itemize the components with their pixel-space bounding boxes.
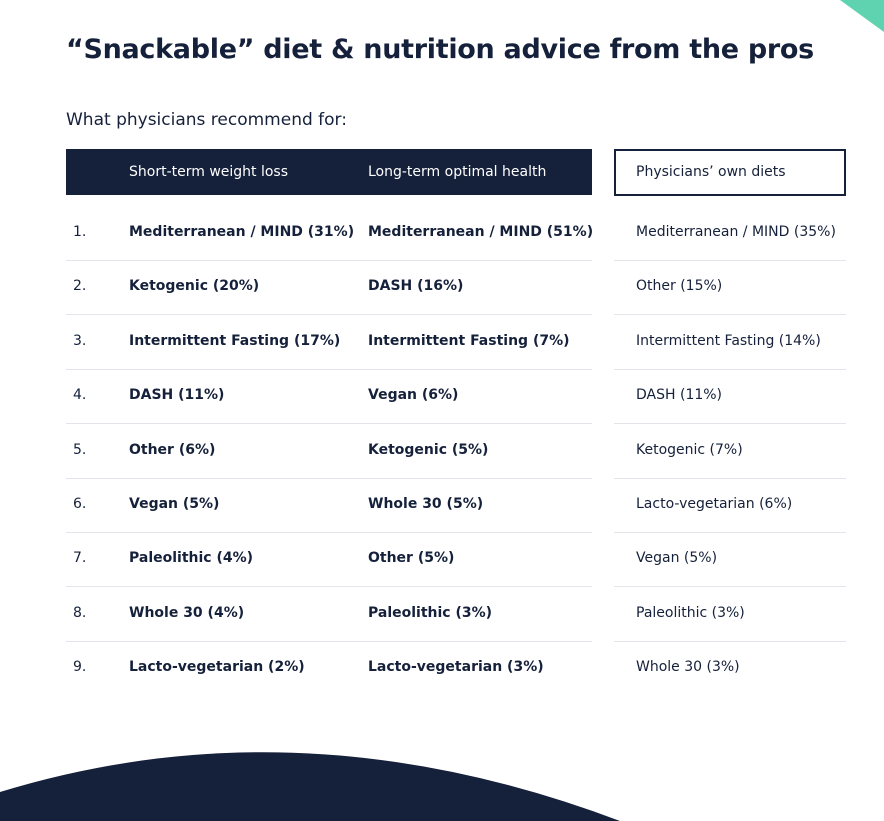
cell: Vegan (6%) <box>368 387 459 404</box>
cell: Other (15%) <box>636 278 723 295</box>
row-divider <box>66 586 592 588</box>
cell: Intermittent Fasting (7%) <box>368 332 570 349</box>
row-divider <box>614 640 846 642</box>
cell: Other (5%) <box>368 550 455 567</box>
cell: Vegan (5%) <box>636 550 718 567</box>
cell: Ketogenic (7%) <box>636 441 743 458</box>
row-divider <box>614 423 846 425</box>
rank: 1. <box>73 224 87 240</box>
rank: 9. <box>73 659 87 676</box>
cell: Whole 30 (4%) <box>129 604 245 621</box>
cell: DASH (11%) <box>129 387 225 404</box>
row-divider <box>614 368 846 370</box>
cell: Ketogenic (20%) <box>129 278 260 295</box>
row-divider <box>614 586 846 588</box>
cell: Lacto-vegetarian (6%) <box>636 496 793 512</box>
row-divider <box>66 477 592 479</box>
cell: Mediterranean / MIND (31%) <box>129 224 355 240</box>
rank: 2. <box>73 278 87 295</box>
title: “Snackable” diet & nutrition advice from… <box>66 34 814 65</box>
header-box <box>614 149 846 196</box>
rank: 8. <box>73 604 87 621</box>
cell: Mediterranean / MIND (51%) <box>368 224 594 240</box>
header-bar <box>66 149 592 195</box>
row-divider <box>614 532 846 533</box>
rank: 7. <box>73 550 87 567</box>
row-divider <box>614 477 846 479</box>
cell: Intermittent Fasting (17%) <box>129 332 341 349</box>
rank: 5. <box>73 441 87 458</box>
row-divider <box>66 260 592 261</box>
cell: DASH (11%) <box>636 387 723 404</box>
row-divider <box>614 260 846 261</box>
rank: 6. <box>73 496 87 512</box>
row-divider <box>66 368 592 370</box>
column-header: Long-term optimal health <box>368 164 547 180</box>
row-divider <box>66 532 592 533</box>
row-divider <box>66 640 592 642</box>
cell: Lacto-vegetarian (2%) <box>129 659 305 676</box>
cell: Intermittent Fasting (14%) <box>636 332 821 349</box>
cell: Paleolithic (4%) <box>129 550 254 567</box>
subtitle: What physicians recommend for: <box>66 110 347 130</box>
cell: Paleolithic (3%) <box>368 604 493 621</box>
cell: Whole 30 (3%) <box>636 659 740 676</box>
cell: Paleolithic (3%) <box>636 604 745 621</box>
rank: 3. <box>73 332 87 349</box>
cell: Other (6%) <box>129 441 216 458</box>
rank: 4. <box>73 387 87 404</box>
cell: Mediterranean / MIND (35%) <box>636 224 836 240</box>
cell: Ketogenic (5%) <box>368 441 489 458</box>
cell: Vegan (5%) <box>129 496 220 512</box>
cell: Whole 30 (5%) <box>368 496 484 512</box>
cell: DASH (16%) <box>368 278 464 295</box>
cell: Lacto-vegetarian (3%) <box>368 659 544 676</box>
row-divider <box>614 314 846 316</box>
row-divider <box>66 423 592 425</box>
column-header: Physicians’ own diets <box>636 164 786 180</box>
row-divider <box>66 314 592 316</box>
column-header: Short-term weight loss <box>129 164 289 180</box>
